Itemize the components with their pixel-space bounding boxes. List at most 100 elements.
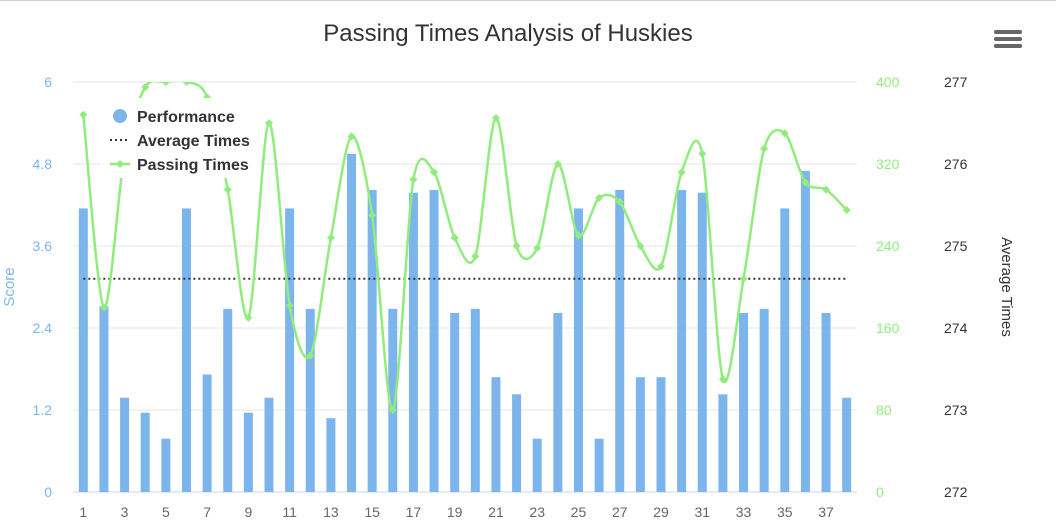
- right-axis-tick: 400: [876, 74, 900, 90]
- x-axis-tick: 25: [571, 504, 587, 520]
- performance-bar: [326, 418, 336, 492]
- passing-times-point: [99, 303, 108, 312]
- performance-bar: [78, 208, 88, 492]
- passing-times-point: [388, 406, 397, 414]
- average-times-axis-tick: 272: [944, 484, 968, 500]
- passing-times-point: [491, 113, 500, 122]
- x-axis-tick: 1: [79, 504, 87, 520]
- x-axis-tick: 7: [203, 504, 211, 520]
- legend-item-label: Passing Times: [137, 157, 249, 174]
- passing-times-point: [306, 351, 315, 360]
- passing-times-point: [471, 252, 480, 261]
- passing-times-point: [409, 175, 418, 184]
- passing-times-point: [595, 193, 604, 202]
- legend-item-label: Performance: [137, 109, 235, 126]
- performance-bar: [99, 306, 109, 492]
- performance-bar: [615, 189, 625, 492]
- passing-times-point: [718, 375, 727, 384]
- passing-times-point: [760, 144, 769, 153]
- x-axis-tick: 21: [488, 504, 504, 520]
- performance-bar: [120, 397, 130, 492]
- passing-times-point: [780, 129, 789, 138]
- average-times-axis-tick: 275: [944, 238, 968, 254]
- passing-times-point: [657, 262, 665, 271]
- passing-times-point: [677, 168, 686, 177]
- performance-bar: [223, 308, 233, 492]
- x-axis-tick: 37: [818, 504, 834, 520]
- x-axis-tick: 11: [282, 504, 297, 520]
- performance-bar: [656, 377, 666, 492]
- performance-bar: [388, 308, 398, 492]
- left-axis-tick: 1.2: [33, 402, 53, 418]
- hamburger-menu-icon[interactable]: [994, 30, 1022, 52]
- performance-bar: [532, 438, 542, 492]
- axes: 01.22.43.64.8608016024032040027227327427…: [1, 74, 1015, 520]
- passing-times-point: [223, 185, 232, 194]
- left-axis-tick: 3.6: [33, 238, 53, 254]
- performance-bar: [594, 438, 604, 492]
- performance-bar: [347, 153, 357, 492]
- right-axis-tick: 320: [876, 156, 900, 172]
- average-times-axis-tick: 273: [944, 402, 968, 418]
- legend: Performance Average Times Passing Times: [100, 98, 260, 178]
- passing-times-point: [739, 274, 748, 283]
- chart-title: Passing Times Analysis of Huskies: [323, 20, 693, 47]
- performance-bar: [718, 394, 728, 492]
- passing-times-point: [285, 301, 294, 310]
- x-axis-tick: 3: [121, 504, 129, 520]
- x-axis-tick: 33: [736, 504, 752, 520]
- performance-bar: [408, 192, 418, 492]
- passing-times-point: [553, 160, 562, 168]
- passing-times-point: [430, 168, 439, 177]
- performance-bar: [243, 412, 253, 492]
- x-axis-tick: 31: [694, 504, 710, 520]
- passing-times-point: [615, 197, 624, 206]
- x-axis-tick: 9: [244, 504, 252, 520]
- x-axis-tick: 27: [612, 504, 628, 520]
- left-axis-tick: 4.8: [33, 156, 53, 172]
- performance-bar: [842, 397, 852, 492]
- performance-bar: [161, 438, 171, 492]
- performance-bar: [429, 189, 439, 492]
- passing-times-point: [512, 242, 521, 250]
- passing-times-point: [636, 242, 645, 250]
- passing-times-point: [533, 244, 542, 253]
- legend-performance-symbol: [113, 109, 127, 123]
- passing-times-point: [182, 82, 191, 86]
- left-axis-title: Score: [1, 267, 18, 306]
- passing-times-point: [368, 211, 377, 220]
- performance-bar: [739, 312, 749, 492]
- left-axis-tick: 0: [44, 484, 52, 500]
- passing-times-point: [347, 132, 356, 141]
- right-axis-tick: 0: [876, 484, 884, 500]
- performance-bar: [553, 312, 563, 492]
- average-times-axis-title: Average Times: [998, 237, 1015, 337]
- average-times-axis-tick: 274: [944, 320, 968, 336]
- x-axis-tick: 15: [364, 504, 380, 520]
- x-axis-tick: 29: [653, 504, 669, 520]
- passing-times-point: [141, 83, 150, 92]
- passing-times-point: [450, 233, 459, 242]
- x-axis-tick: 19: [447, 504, 463, 520]
- performance-bar: [285, 208, 295, 492]
- performance-bar: [635, 377, 645, 492]
- left-axis-tick: 2.4: [33, 320, 53, 336]
- right-axis-tick: 240: [876, 238, 900, 254]
- passing-times-point: [326, 233, 335, 242]
- performance-bar: [181, 208, 191, 492]
- passing-times-point: [698, 149, 707, 158]
- legend-item-label: Average Times: [137, 133, 250, 150]
- left-axis-tick: 6: [44, 74, 52, 90]
- top-border: [0, 0, 1056, 1]
- passing-times-point: [244, 313, 253, 322]
- performance-bar: [140, 412, 150, 492]
- performance-bar: [202, 374, 212, 492]
- performance-bar: [450, 312, 460, 492]
- performance-bar: [759, 308, 769, 492]
- x-axis-tick: 13: [323, 504, 339, 520]
- right-axis-tick: 160: [876, 320, 900, 336]
- passing-times-point: [79, 110, 88, 119]
- performance-bar: [470, 308, 480, 492]
- performance-bar: [367, 189, 377, 492]
